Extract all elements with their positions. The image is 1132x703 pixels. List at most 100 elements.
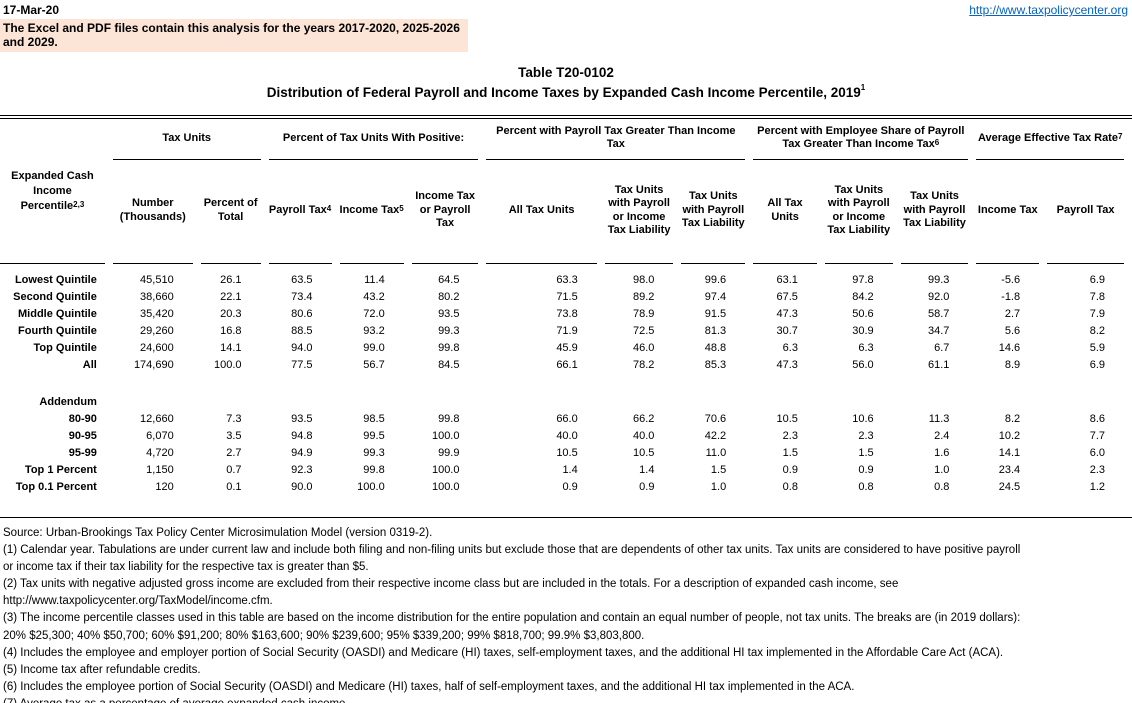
group-header-percent-positive: Percent of Tax Units With Positive: xyxy=(268,119,479,160)
table-header: Expanded Cash Income Percentile2,3 Tax U… xyxy=(0,119,1124,264)
cell-value: 0.8 xyxy=(934,481,950,493)
footnote-line: or income tax if their tax liability for… xyxy=(3,561,369,574)
group-header-tax-units: Tax Units xyxy=(112,119,261,160)
cell-value: 3.5 xyxy=(226,430,242,442)
cell-value xyxy=(753,394,817,411)
cell-value xyxy=(340,374,404,394)
cell-value: 92.3 xyxy=(291,464,313,476)
col-label: Tax Units with Payroll Tax Liability xyxy=(903,190,966,230)
cell-value: 0.9 xyxy=(562,481,578,493)
cell-value: 94.8 xyxy=(291,430,313,442)
cell-value xyxy=(976,374,1039,394)
cell-value: 93.5 xyxy=(438,308,460,320)
cell-value: 99.5 xyxy=(363,430,385,442)
cell-value xyxy=(681,394,745,411)
cell-value: 88.5 xyxy=(291,325,313,337)
row-label xyxy=(0,374,105,394)
col-label: Number (Thousands) xyxy=(119,197,186,223)
taxpolicycenter-link[interactable]: http://www.taxpolicycenter.org xyxy=(969,3,1128,17)
cell-value: 16.8 xyxy=(220,325,242,337)
cell-value: 2.4 xyxy=(934,430,950,442)
cell-value: 100.0 xyxy=(431,481,460,493)
cell-value: 11.4 xyxy=(364,274,385,286)
col-header-units-payroll-liability-1: Tax Units with Payroll Tax Liability xyxy=(681,160,746,264)
col-header-income-or-payroll: Income Tax or Payroll Tax xyxy=(411,160,479,264)
col-label: Tax Units with Payroll or Income Tax Lia… xyxy=(827,183,891,237)
group-header-avg-effective-rate: Average Effective Tax Rate7 xyxy=(976,119,1124,160)
document-date: 17-Mar-20 xyxy=(3,3,60,17)
cell-value: 174,690 xyxy=(133,359,174,371)
stub-column-header: Expanded Cash Income Percentile2,3 xyxy=(0,119,105,264)
cell-value: 20.3 xyxy=(220,308,242,320)
cell-value: 1.0 xyxy=(710,481,727,493)
col-footnote-mark: 5 xyxy=(399,203,404,213)
cell-value: 6.3 xyxy=(782,342,798,354)
cell-value: 43.2 xyxy=(363,291,385,303)
table-row: Lowest Quintile 45,510 26.1 63.5 11.4 64… xyxy=(0,264,1124,289)
cell-value: 93.2 xyxy=(363,325,385,337)
cell-value: -5.6 xyxy=(1001,274,1021,286)
cell-value: 11.0 xyxy=(705,447,727,459)
cell-value: 38,660 xyxy=(140,291,174,303)
table-body: Lowest Quintile 45,510 26.1 63.5 11.4 64… xyxy=(0,264,1124,508)
cell-value xyxy=(681,374,745,394)
cell-value: 89.2 xyxy=(633,291,655,303)
cell-value: 63.5 xyxy=(291,274,313,286)
cell-value: 99.3 xyxy=(363,447,385,459)
cell-value: 8.2 xyxy=(1089,325,1105,337)
cell-value: 6.7 xyxy=(934,342,950,354)
cell-value xyxy=(412,374,479,394)
cell-value: 99.9 xyxy=(438,447,460,459)
cell-value: 66.2 xyxy=(633,413,655,425)
cell-value xyxy=(269,394,332,411)
cell-value: 4,720 xyxy=(146,447,174,459)
group-footnote-mark: 7 xyxy=(1117,131,1123,141)
cell-value xyxy=(1047,394,1124,411)
group-label: Percent with Payroll Tax Greater Than In… xyxy=(496,125,736,150)
cell-value xyxy=(486,394,596,411)
cell-value: 91.5 xyxy=(704,308,727,320)
cell-value: 77.5 xyxy=(291,359,313,371)
row-label: Lowest Quintile xyxy=(14,274,97,286)
cell-value: 1,150 xyxy=(146,464,174,476)
row-label: All xyxy=(82,359,97,371)
cell-value: 48.8 xyxy=(704,342,727,354)
cell-value: 24.5 xyxy=(998,481,1021,493)
cell-value xyxy=(901,394,969,411)
row-label: 90-95 xyxy=(68,430,97,442)
col-header-aetr-income-tax: Income Tax xyxy=(976,160,1040,264)
cell-value: 71.9 xyxy=(556,325,578,337)
cell-value: 80.2 xyxy=(438,291,460,303)
cell-value: 120 xyxy=(155,481,174,493)
cell-value xyxy=(1047,374,1124,394)
cell-value: 7.7 xyxy=(1089,430,1105,442)
table-row: Top 1 Percent 1,150 0.7 92.3 99.8 100.0 … xyxy=(0,462,1124,479)
cell-value: 11.3 xyxy=(928,413,950,425)
cell-value: 22.1 xyxy=(220,291,242,303)
cell-value: 80.6 xyxy=(291,308,313,320)
table-row: Fourth Quintile 29,260 16.8 88.5 93.2 99… xyxy=(0,323,1124,340)
cell-value: 24,600 xyxy=(140,342,174,354)
cell-value: 98.0 xyxy=(633,274,655,286)
distribution-table: Expanded Cash Income Percentile2,3 Tax U… xyxy=(0,119,1132,508)
table-row: 95-99 4,720 2.7 94.9 99.3 99.9 10.5 10.5… xyxy=(0,445,1124,462)
row-label: Middle Quintile xyxy=(18,308,97,320)
stub-header-footnote-mark: 2,3 xyxy=(73,199,85,209)
cell-value: 47.3 xyxy=(776,359,798,371)
col-header-units-payroll-liability-2: Tax Units with Payroll Tax Liability xyxy=(900,160,969,264)
row-label: Fourth Quintile xyxy=(18,325,97,337)
cell-value: 47.3 xyxy=(776,308,798,320)
cell-value: 10.2 xyxy=(998,430,1021,442)
cell-value: 70.6 xyxy=(704,413,727,425)
cell-value: 6.0 xyxy=(1089,447,1105,459)
col-label: Income Tax or Payroll Tax xyxy=(415,190,475,230)
footnote-line: (6) Includes the employee portion of Soc… xyxy=(3,680,855,693)
col-label: Tax Units with Payroll Tax Liability xyxy=(681,190,745,230)
col-label: Tax Units with Payroll or Income Tax Lia… xyxy=(607,183,671,237)
cell-value: 6.3 xyxy=(858,342,874,354)
cell-value: 10.5 xyxy=(776,413,798,425)
cell-value: 2.7 xyxy=(1004,308,1021,320)
footnote-line: (7) Average tax as a percentage of avera… xyxy=(3,696,1132,703)
cell-value xyxy=(340,394,404,411)
col-header-income-tax: Income Tax5 xyxy=(339,160,404,264)
